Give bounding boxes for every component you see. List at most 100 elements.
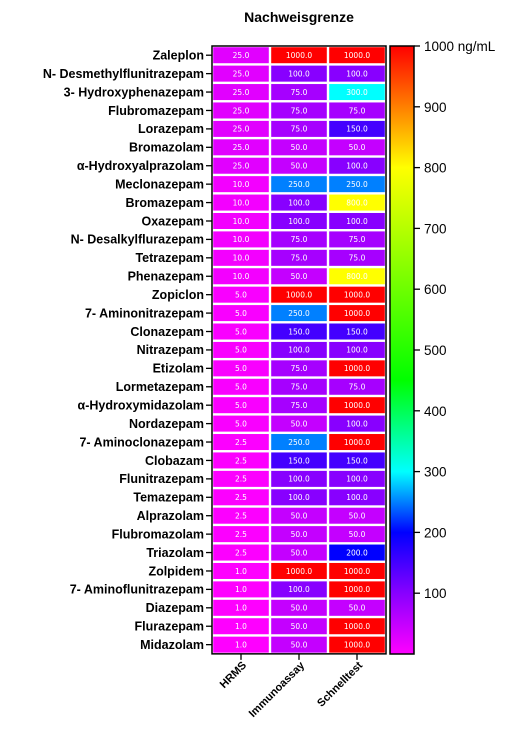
cell-value-label: 75.0 — [291, 364, 308, 373]
cell-value-label: 100.0 — [288, 475, 310, 484]
heatmap-cell — [329, 212, 385, 229]
cell-value-label: 25.0 — [233, 125, 250, 134]
heatmap-cell — [213, 323, 269, 340]
heatmap-cell — [329, 507, 385, 524]
cell-value-label: 1.0 — [235, 640, 247, 649]
heatmap-cell — [329, 231, 385, 248]
row-label: Oxazepam — [141, 214, 204, 228]
heatmap-cell — [271, 341, 327, 358]
cell-value-label: 1000.0 — [344, 401, 370, 410]
cell-value-label: 250.0 — [288, 438, 310, 447]
heatmap-cell — [213, 231, 269, 248]
cell-value-label: 50.0 — [291, 622, 308, 631]
row-label: Flubromazolam — [112, 527, 204, 541]
row-label: Triazolam — [146, 546, 204, 560]
cell-value-label: 1000.0 — [344, 585, 370, 594]
cell-value-label: 75.0 — [349, 106, 366, 115]
heatmap-cell — [329, 323, 385, 340]
row-label: Zolpidem — [148, 564, 204, 578]
colorbar-tick-label: 700 — [424, 221, 447, 236]
heatmap-cell — [329, 84, 385, 101]
heatmap-cell — [271, 268, 327, 285]
heatmap-cell — [271, 562, 327, 579]
heatmap-cell — [329, 397, 385, 414]
cell-value-label: 100.0 — [346, 162, 368, 171]
heatmap-cell — [329, 176, 385, 193]
cell-value-label: 50.0 — [291, 512, 308, 521]
cell-value-label: 1.0 — [235, 622, 247, 631]
row-label: N- Desmethylflunitrazepam — [43, 67, 204, 81]
cell-value-label: 25.0 — [233, 51, 250, 60]
row-label: Alprazolam — [137, 509, 204, 523]
heatmap-cell — [329, 526, 385, 543]
cell-value-label: 75.0 — [349, 235, 366, 244]
cell-value-label: 5.0 — [235, 383, 247, 392]
heatmap-cell — [329, 65, 385, 82]
heatmap-cell — [213, 120, 269, 137]
cell-value-label: 1000.0 — [286, 290, 312, 299]
cell-value-label: 75.0 — [291, 106, 308, 115]
heatmap-cell — [213, 507, 269, 524]
cell-value-label: 1000.0 — [344, 640, 370, 649]
cell-value-label: 10.0 — [233, 217, 250, 226]
cell-value-label: 250.0 — [288, 180, 310, 189]
cell-value-label: 100.0 — [346, 475, 368, 484]
heatmap-cell — [213, 544, 269, 561]
row-label: Midazolam — [140, 638, 204, 652]
colorbar-tick-label: 500 — [424, 343, 447, 358]
cell-value-label: 1000.0 — [344, 622, 370, 631]
heatmap-cell — [213, 434, 269, 451]
cell-value-label: 100.0 — [288, 493, 310, 502]
heatmap-cell — [213, 157, 269, 174]
heatmap-cell — [329, 636, 385, 653]
cell-value-label: 5.0 — [235, 309, 247, 318]
cell-value-label: 100.0 — [288, 585, 310, 594]
cell-value-label: 2.5 — [235, 512, 247, 521]
row-label: Lorazepam — [138, 122, 204, 136]
row-label: Diazepam — [146, 601, 204, 615]
heatmap-cell — [329, 139, 385, 156]
heatmap-cell — [213, 176, 269, 193]
heatmap-cell — [329, 581, 385, 598]
heatmap-cell — [213, 268, 269, 285]
heatmap-cell — [271, 544, 327, 561]
row-label: Zaleplon — [153, 49, 204, 63]
cell-value-label: 10.0 — [233, 254, 250, 263]
cell-value-label: 1000.0 — [344, 290, 370, 299]
cell-value-label: 1000.0 — [344, 567, 370, 576]
cell-value-label: 50.0 — [291, 162, 308, 171]
column-label: Schnelltest — [315, 659, 365, 709]
cell-value-label: 10.0 — [233, 235, 250, 244]
heatmap-cell — [271, 470, 327, 487]
cell-value-label: 25.0 — [233, 106, 250, 115]
cell-value-label: 50.0 — [349, 143, 366, 152]
cell-value-label: 150.0 — [288, 456, 310, 465]
cell-value-label: 2.5 — [235, 456, 247, 465]
heatmap-cell — [213, 397, 269, 414]
heatmap-cell — [271, 84, 327, 101]
heatmap-cell — [271, 47, 327, 64]
cell-value-label: 300.0 — [346, 88, 368, 97]
heatmap-cell — [213, 599, 269, 616]
heatmap-cell — [271, 139, 327, 156]
cell-value-label: 75.0 — [291, 235, 308, 244]
heatmap-cell — [329, 378, 385, 395]
colorbar: 1000 ng/mL 900 800 700 600 500 400 300 200 100 — [389, 39, 496, 655]
heatmap-cell — [271, 434, 327, 451]
cell-value-label: 50.0 — [291, 640, 308, 649]
cell-value-label: 1.0 — [235, 585, 247, 594]
heatmap-cell — [271, 489, 327, 506]
heatmap-cells: 25.0 1000.0 1000.0 25.0 100.0 100.0 25.0 75.0 30… — [211, 45, 387, 655]
cell-value-label: 250.0 — [346, 180, 368, 189]
colorbar-tick-label: 900 — [424, 100, 447, 115]
heatmap-cell — [329, 249, 385, 266]
heatmap-cell — [213, 249, 269, 266]
heatmap-cell — [329, 544, 385, 561]
heatmap-cell — [329, 360, 385, 377]
cell-value-label: 5.0 — [235, 419, 247, 428]
heatmap-cell — [213, 526, 269, 543]
heatmap-cell — [329, 194, 385, 211]
cell-value-label: 50.0 — [291, 272, 308, 281]
